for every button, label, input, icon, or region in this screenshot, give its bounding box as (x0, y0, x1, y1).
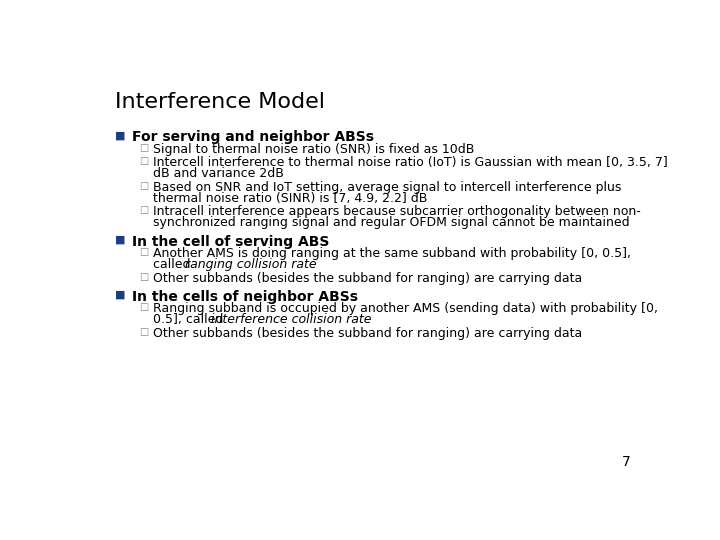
Text: □: □ (140, 143, 149, 153)
Text: 0.5], called: 0.5], called (153, 313, 228, 326)
Text: □: □ (140, 247, 149, 257)
Text: In the cell of serving ABS: In the cell of serving ABS (132, 234, 329, 248)
Text: 7: 7 (622, 455, 631, 469)
Text: Intracell interference appears because subcarrier orthogonality between non-: Intracell interference appears because s… (153, 205, 641, 218)
Text: For serving and neighbor ABSs: For serving and neighbor ABSs (132, 130, 374, 144)
Text: dB and variance 2dB: dB and variance 2dB (153, 167, 284, 180)
Text: Interference Model: Interference Model (115, 92, 325, 112)
Text: Based on SNR and IoT setting, average signal to intercell interference plus: Based on SNR and IoT setting, average si… (153, 181, 622, 194)
Text: synchronized ranging signal and regular OFDM signal cannot be maintained: synchronized ranging signal and regular … (153, 217, 630, 230)
Text: In the cells of neighbor ABSs: In the cells of neighbor ABSs (132, 289, 358, 303)
Text: Other subbands (besides the subband for ranging) are carrying data: Other subbands (besides the subband for … (153, 272, 582, 285)
Text: called: called (153, 258, 195, 271)
Text: Other subbands (besides the subband for ranging) are carrying data: Other subbands (besides the subband for … (153, 327, 582, 340)
Text: thermal noise ratio (SINR) is [7, 4.9, 2.2] dB: thermal noise ratio (SINR) is [7, 4.9, 2… (153, 192, 428, 205)
Text: □: □ (140, 327, 149, 336)
Text: □: □ (140, 205, 149, 215)
Text: Intercell interference to thermal noise ratio (IoT) is Gaussian with mean [0, 3.: Intercell interference to thermal noise … (153, 156, 668, 169)
Text: interference collision rate: interference collision rate (211, 313, 372, 326)
Text: Ranging subband is occupied by another AMS (sending data) with probability [0,: Ranging subband is occupied by another A… (153, 302, 658, 315)
Text: □: □ (140, 272, 149, 281)
Text: ■: ■ (115, 289, 125, 300)
Text: □: □ (140, 156, 149, 166)
Text: □: □ (140, 181, 149, 191)
Text: Another AMS is doing ranging at the same subband with probability [0, 0.5],: Another AMS is doing ranging at the same… (153, 247, 631, 260)
Text: ranging collision rate: ranging collision rate (185, 258, 317, 271)
Text: □: □ (140, 302, 149, 312)
Text: ■: ■ (115, 234, 125, 245)
Text: Signal to thermal noise ratio (SNR) is fixed as 10dB: Signal to thermal noise ratio (SNR) is f… (153, 143, 474, 156)
Text: ■: ■ (115, 130, 125, 140)
